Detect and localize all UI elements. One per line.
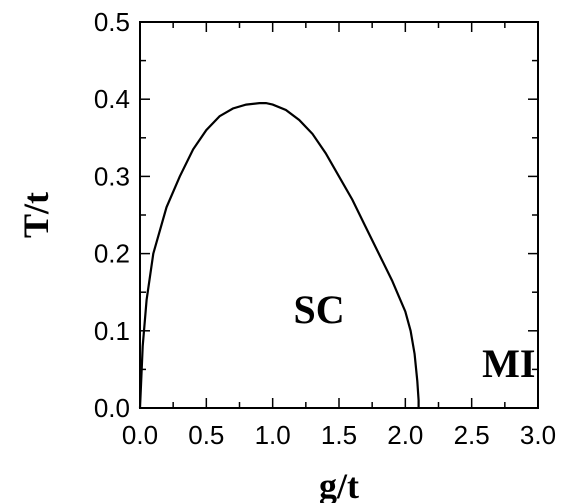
region-label-mi: MI (482, 341, 535, 386)
plot-frame (139, 21, 539, 409)
phase-boundary-line (138, 102, 420, 409)
x-tick-label: 2.0 (387, 420, 423, 450)
region-labels: SC MI (294, 287, 536, 386)
y-tick-label: 0.5 (94, 7, 130, 37)
y-axis-title: T/t (16, 192, 56, 238)
x-tick-label: 0.5 (188, 420, 224, 450)
y-tick-label: 0.0 (94, 393, 130, 423)
tick-labels: 0.0 0.5 1.0 1.5 2.0 2.5 3.0 0.0 0.1 0.2 0.3 0.4 0.5 (94, 7, 556, 450)
y-tick-label: 0.3 (94, 161, 130, 191)
y-tick-label: 0.2 (94, 239, 130, 269)
x-tick-label: 0.0 (122, 420, 158, 450)
tick-marks (139, 21, 539, 409)
x-tick-label: 2.5 (454, 420, 490, 450)
x-axis-title: g/t (319, 466, 359, 503)
x-tick-label: 3.0 (520, 420, 556, 450)
y-tick-label: 0.4 (94, 84, 130, 114)
region-label-sc: SC (294, 287, 345, 332)
y-tick-label: 0.1 (94, 316, 130, 346)
x-tick-label: 1.0 (255, 420, 291, 450)
x-tick-label: 1.5 (321, 420, 357, 450)
